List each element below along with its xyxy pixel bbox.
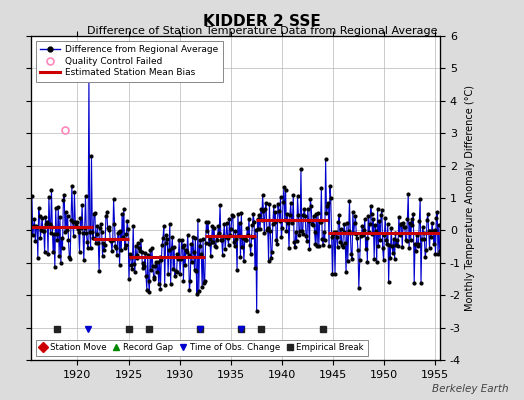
Legend: Station Move, Record Gap, Time of Obs. Change, Empirical Break: Station Move, Record Gap, Time of Obs. C… [36, 340, 367, 356]
Text: Berkeley Earth: Berkeley Earth [432, 384, 508, 394]
Text: Difference of Station Temperature Data from Regional Average: Difference of Station Temperature Data f… [87, 26, 437, 36]
Y-axis label: Monthly Temperature Anomaly Difference (°C): Monthly Temperature Anomaly Difference (… [465, 85, 475, 311]
Text: KIDDER 2 SSE: KIDDER 2 SSE [203, 14, 321, 29]
